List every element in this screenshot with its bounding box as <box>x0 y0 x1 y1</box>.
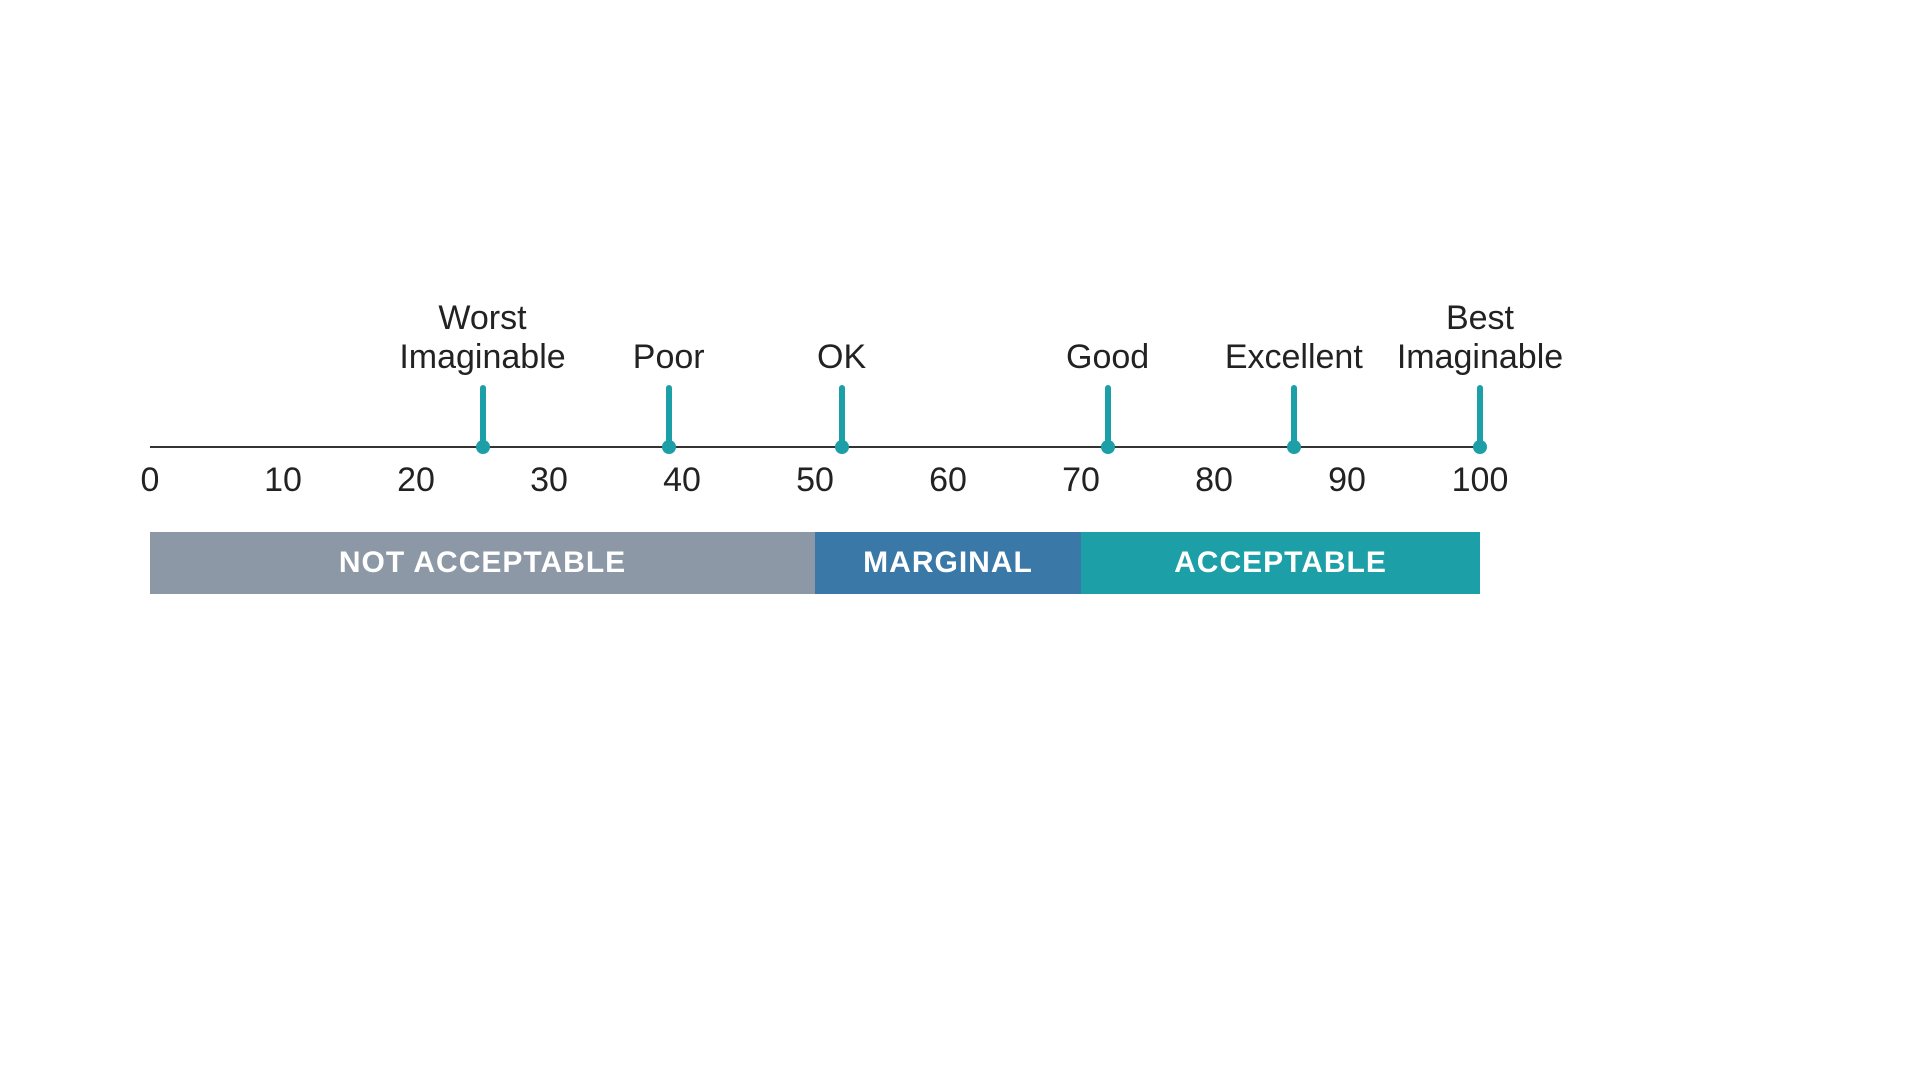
axis-tick-label: 70 <box>1062 461 1100 500</box>
scale-marker-stem <box>480 385 486 447</box>
axis-tick-label: 100 <box>1452 461 1509 500</box>
scale-marker-label: Worst Imaginable <box>399 299 565 377</box>
scale-marker-stem <box>1105 385 1111 447</box>
axis-tick-label: 20 <box>397 461 435 500</box>
axis-tick-label: 40 <box>663 461 701 500</box>
scale-marker-dot <box>1101 440 1115 454</box>
scale-marker-stem <box>666 385 672 447</box>
scale-marker-stem <box>1291 385 1297 447</box>
scale-marker-stem <box>1477 385 1483 447</box>
scale-marker-label: OK <box>817 338 866 377</box>
acceptability-band: ACCEPTABLE <box>1081 532 1480 594</box>
scale-marker-label: Best Imaginable <box>1397 299 1563 377</box>
axis-tick-label: 80 <box>1195 461 1233 500</box>
acceptability-band: MARGINAL <box>815 532 1081 594</box>
axis-tick-label: 0 <box>141 461 160 500</box>
scale-marker-dot <box>476 440 490 454</box>
scale-marker-label: Good <box>1066 338 1149 377</box>
axis-tick-label: 90 <box>1328 461 1366 500</box>
scale-marker-stem <box>839 385 845 447</box>
axis-tick-label: 60 <box>929 461 967 500</box>
scale-marker-dot <box>662 440 676 454</box>
scale-marker-label: Poor <box>633 338 705 377</box>
sus-scale-diagram: 0 10 20 30 40 50 60 70 80 90 100 Worst Imaginable Po… <box>0 0 1920 1080</box>
axis-tick-label: 30 <box>530 461 568 500</box>
acceptability-band: NOT ACCEPTABLE <box>150 532 815 594</box>
scale-axis <box>150 446 1480 448</box>
scale-marker-dot <box>1473 440 1487 454</box>
axis-tick-label: 50 <box>796 461 834 500</box>
scale-marker-label: Excellent <box>1225 338 1363 377</box>
axis-tick-label: 10 <box>264 461 302 500</box>
scale-marker-dot <box>835 440 849 454</box>
scale-marker-dot <box>1287 440 1301 454</box>
